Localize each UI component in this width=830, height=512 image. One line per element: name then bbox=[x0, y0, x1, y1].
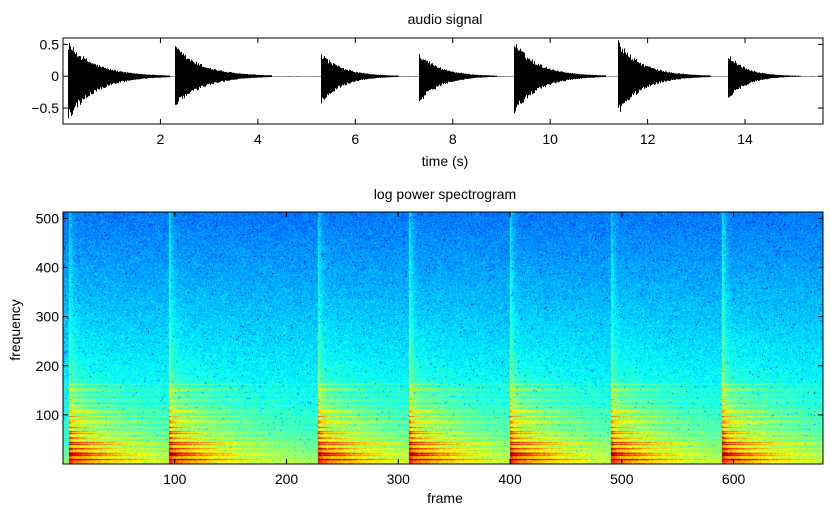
spectrogram-x-tick-label: 300 bbox=[387, 471, 411, 487]
spectrogram-y-ticks: 100 200 300 400 500 bbox=[36, 210, 823, 423]
spectrogram-chart: log power spectrogram 100 200 300 400 500 600… bbox=[7, 186, 824, 506]
spectrogram-image-holder bbox=[63, 212, 823, 464]
spectrogram-x-ticks: 100 200 300 400 500 600 bbox=[163, 212, 745, 487]
audio-x-tick-label: 12 bbox=[640, 131, 656, 147]
audio-x-tick-label: 10 bbox=[542, 131, 558, 147]
audio-signal-chart: audio signal 2 4 6 8 10 12 14 0.5 0 −0.5 time (s… bbox=[31, 11, 824, 169]
spectrogram-y-tick-label: 200 bbox=[36, 358, 60, 374]
audio-signal-plot-frame bbox=[62, 37, 824, 125]
spectrogram-y-tick-label: 500 bbox=[36, 210, 60, 226]
spectrogram-x-tick-label: 400 bbox=[498, 471, 522, 487]
spectrogram-plot-frame bbox=[62, 211, 824, 465]
spectrogram-x-tick-label: 100 bbox=[163, 471, 187, 487]
audio-y-tick-label: −0.5 bbox=[31, 100, 59, 116]
spectrogram-y-tick-label: 400 bbox=[36, 260, 60, 276]
audio-x-tick-label: 8 bbox=[449, 131, 457, 147]
audio-signal-y-ticks: 0.5 0 −0.5 bbox=[31, 36, 823, 116]
spectrogram-heatmap bbox=[63, 212, 823, 464]
spectrogram-y-tick-label: 100 bbox=[36, 407, 60, 423]
audio-x-tick-label: 2 bbox=[157, 131, 165, 147]
spectrogram-y-label: frequency bbox=[7, 299, 23, 360]
audio-signal-x-label: time (s) bbox=[422, 153, 469, 169]
spectrogram-x-label: frame bbox=[427, 490, 463, 506]
audio-signal-x-ticks: 2 4 6 8 10 12 14 bbox=[157, 38, 753, 147]
spectrogram-y-tick-label: 300 bbox=[36, 309, 60, 325]
audio-signal-title: audio signal bbox=[408, 11, 483, 27]
audio-x-tick-label: 14 bbox=[737, 131, 753, 147]
audio-x-tick-label: 6 bbox=[351, 131, 359, 147]
spectrogram-x-tick-label: 200 bbox=[275, 471, 299, 487]
audio-y-tick-label: 0.5 bbox=[40, 36, 60, 52]
spectrogram-x-tick-label: 500 bbox=[610, 471, 634, 487]
spectrogram-title: log power spectrogram bbox=[374, 186, 516, 202]
audio-x-tick-label: 4 bbox=[254, 131, 262, 147]
audio-y-tick-label: 0 bbox=[51, 68, 59, 84]
spectrogram-x-tick-label: 600 bbox=[722, 471, 746, 487]
